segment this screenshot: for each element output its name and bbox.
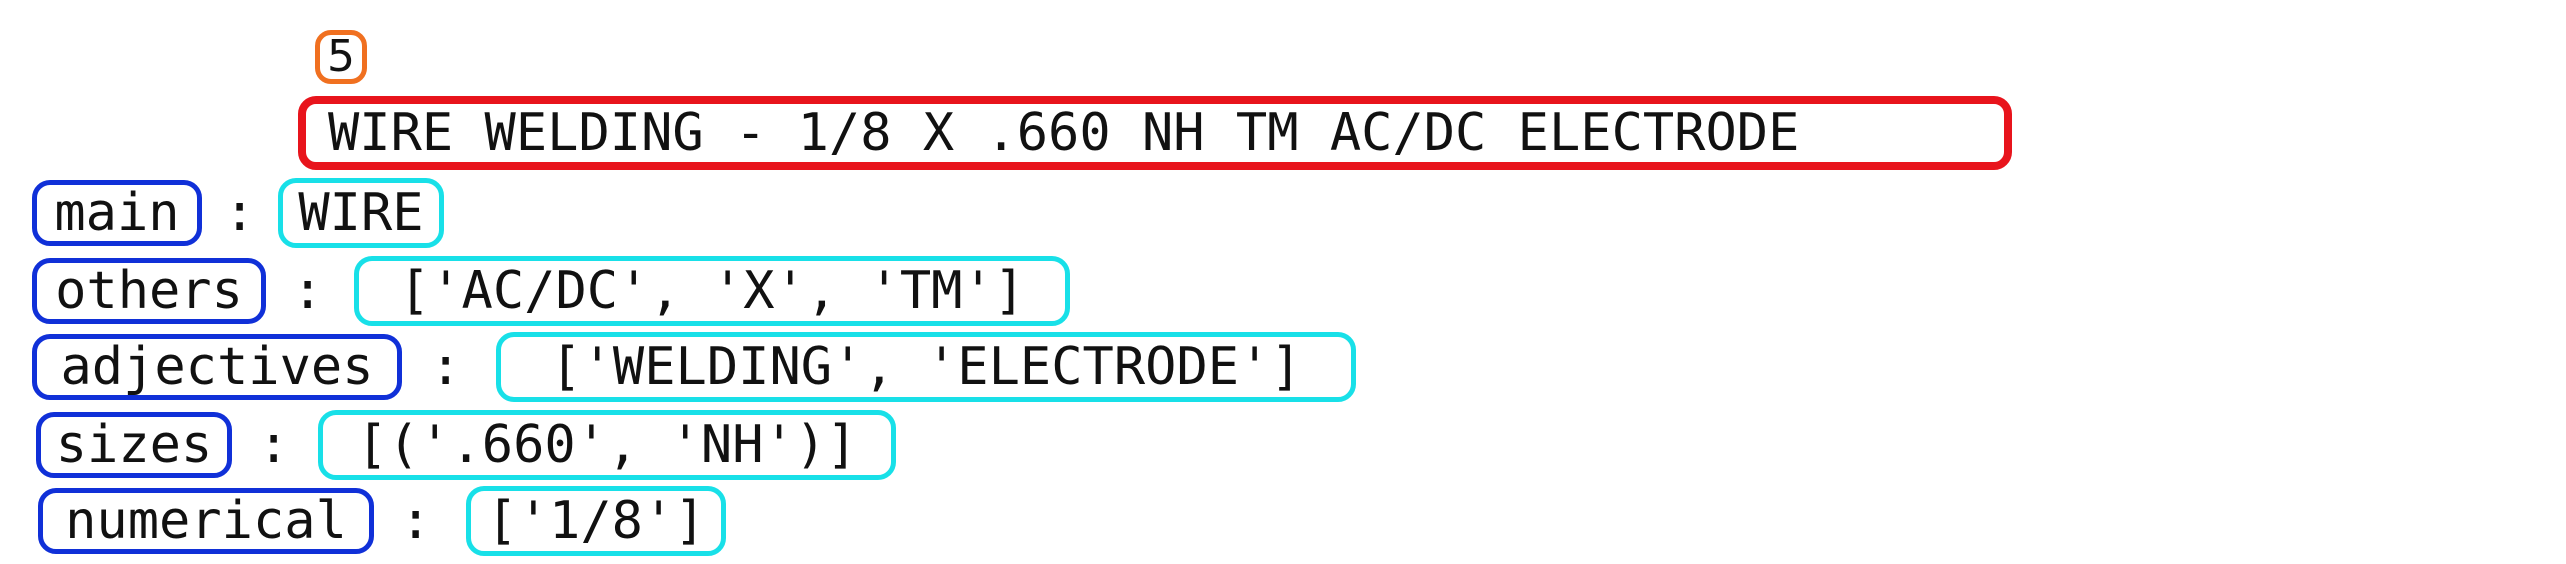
key-numerical: numerical — [38, 488, 374, 554]
key-main: main — [32, 180, 202, 246]
separator-main: : — [224, 183, 256, 243]
key-adjectives: adjectives — [32, 334, 402, 400]
separator-numerical: : — [400, 491, 432, 551]
item-number-badge: 5 — [315, 30, 367, 84]
separator-sizes: : — [258, 415, 290, 475]
value-numerical: ['1/8'] — [466, 486, 726, 556]
key-sizes: sizes — [36, 412, 232, 478]
value-sizes: [('.660', 'NH')] — [318, 410, 896, 480]
key-others: others — [32, 258, 266, 324]
separator-others: : — [292, 261, 324, 321]
value-adjectives: ['WELDING', 'ELECTRODE'] — [496, 332, 1356, 402]
separator-adjectives: : — [430, 337, 462, 397]
value-main: WIRE — [278, 178, 444, 248]
product-title: WIRE WELDING - 1/8 X .660 NH TM AC/DC EL… — [298, 96, 2012, 170]
value-others: ['AC/DC', 'X', 'TM'] — [354, 256, 1070, 326]
